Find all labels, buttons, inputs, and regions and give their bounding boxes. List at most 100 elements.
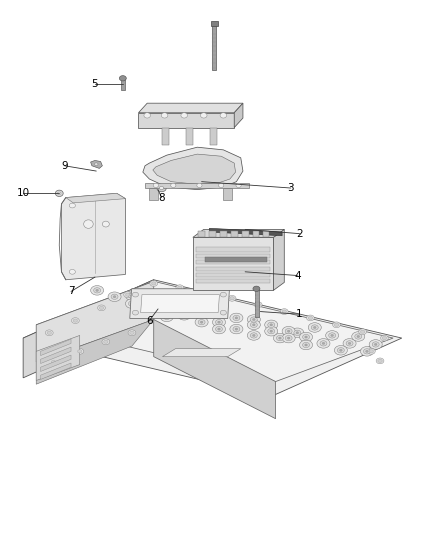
Ellipse shape xyxy=(253,324,255,326)
Ellipse shape xyxy=(307,315,314,321)
Ellipse shape xyxy=(273,333,286,343)
Polygon shape xyxy=(41,355,71,372)
Ellipse shape xyxy=(331,334,333,336)
Ellipse shape xyxy=(254,302,262,308)
Ellipse shape xyxy=(359,329,367,335)
Ellipse shape xyxy=(233,316,240,320)
Ellipse shape xyxy=(381,335,389,341)
Ellipse shape xyxy=(195,311,208,320)
Ellipse shape xyxy=(96,289,99,292)
Ellipse shape xyxy=(280,309,288,314)
Polygon shape xyxy=(193,237,273,290)
Ellipse shape xyxy=(247,315,260,324)
Ellipse shape xyxy=(181,313,187,318)
Ellipse shape xyxy=(352,332,365,341)
Ellipse shape xyxy=(73,319,78,322)
Ellipse shape xyxy=(369,350,374,353)
Ellipse shape xyxy=(372,342,379,347)
Polygon shape xyxy=(23,280,402,397)
Polygon shape xyxy=(36,281,393,382)
Text: 3: 3 xyxy=(287,183,294,193)
Ellipse shape xyxy=(355,334,362,339)
Ellipse shape xyxy=(150,280,158,286)
Ellipse shape xyxy=(108,292,121,302)
Polygon shape xyxy=(196,279,270,284)
Ellipse shape xyxy=(360,330,365,333)
Ellipse shape xyxy=(119,76,126,81)
Ellipse shape xyxy=(314,326,316,328)
Ellipse shape xyxy=(337,348,344,353)
Polygon shape xyxy=(223,188,232,200)
Ellipse shape xyxy=(282,310,286,313)
Ellipse shape xyxy=(128,293,135,298)
Ellipse shape xyxy=(148,301,151,303)
Polygon shape xyxy=(149,188,158,200)
Ellipse shape xyxy=(251,322,257,327)
Ellipse shape xyxy=(161,113,168,118)
Ellipse shape xyxy=(325,330,339,340)
Polygon shape xyxy=(154,319,276,419)
Ellipse shape xyxy=(364,349,371,354)
Ellipse shape xyxy=(125,299,138,309)
Ellipse shape xyxy=(382,336,387,340)
Ellipse shape xyxy=(51,360,56,364)
Polygon shape xyxy=(196,254,270,258)
Ellipse shape xyxy=(348,342,351,344)
Polygon shape xyxy=(130,289,230,318)
Ellipse shape xyxy=(144,113,150,118)
Ellipse shape xyxy=(294,330,301,335)
Ellipse shape xyxy=(247,330,260,340)
Ellipse shape xyxy=(287,330,290,332)
Ellipse shape xyxy=(218,311,220,313)
Polygon shape xyxy=(162,127,169,144)
Bar xyxy=(198,231,205,237)
Ellipse shape xyxy=(233,326,240,332)
Ellipse shape xyxy=(99,306,104,310)
Ellipse shape xyxy=(334,345,347,355)
Ellipse shape xyxy=(181,113,187,118)
Ellipse shape xyxy=(131,295,133,297)
Ellipse shape xyxy=(235,328,238,330)
Ellipse shape xyxy=(153,183,159,188)
Polygon shape xyxy=(41,363,71,379)
Ellipse shape xyxy=(178,304,191,314)
Ellipse shape xyxy=(146,308,153,313)
Text: 5: 5 xyxy=(92,78,98,88)
Ellipse shape xyxy=(212,324,226,334)
Ellipse shape xyxy=(200,321,203,323)
Text: 7: 7 xyxy=(68,286,74,296)
Text: 10: 10 xyxy=(17,188,30,198)
Ellipse shape xyxy=(265,320,278,329)
Ellipse shape xyxy=(176,285,184,290)
Ellipse shape xyxy=(346,341,353,346)
Ellipse shape xyxy=(55,190,63,197)
Polygon shape xyxy=(36,281,154,362)
Ellipse shape xyxy=(218,321,220,323)
Ellipse shape xyxy=(311,325,318,330)
Ellipse shape xyxy=(215,326,223,332)
Ellipse shape xyxy=(125,291,138,301)
Ellipse shape xyxy=(212,317,226,327)
Ellipse shape xyxy=(285,335,292,341)
Ellipse shape xyxy=(166,316,168,318)
Ellipse shape xyxy=(98,305,106,311)
Ellipse shape xyxy=(215,319,223,325)
Ellipse shape xyxy=(369,340,382,349)
Ellipse shape xyxy=(71,318,79,324)
Ellipse shape xyxy=(201,113,207,118)
Polygon shape xyxy=(138,113,234,127)
Ellipse shape xyxy=(218,328,220,330)
Bar xyxy=(220,231,227,237)
Polygon shape xyxy=(138,103,243,113)
Ellipse shape xyxy=(84,220,93,228)
Polygon shape xyxy=(196,266,270,271)
Bar xyxy=(209,231,216,237)
Ellipse shape xyxy=(95,163,98,165)
Ellipse shape xyxy=(132,292,138,297)
Ellipse shape xyxy=(279,337,281,339)
Ellipse shape xyxy=(328,333,336,338)
Ellipse shape xyxy=(69,203,75,208)
Polygon shape xyxy=(162,349,241,357)
Ellipse shape xyxy=(228,295,236,301)
Polygon shape xyxy=(143,147,243,190)
